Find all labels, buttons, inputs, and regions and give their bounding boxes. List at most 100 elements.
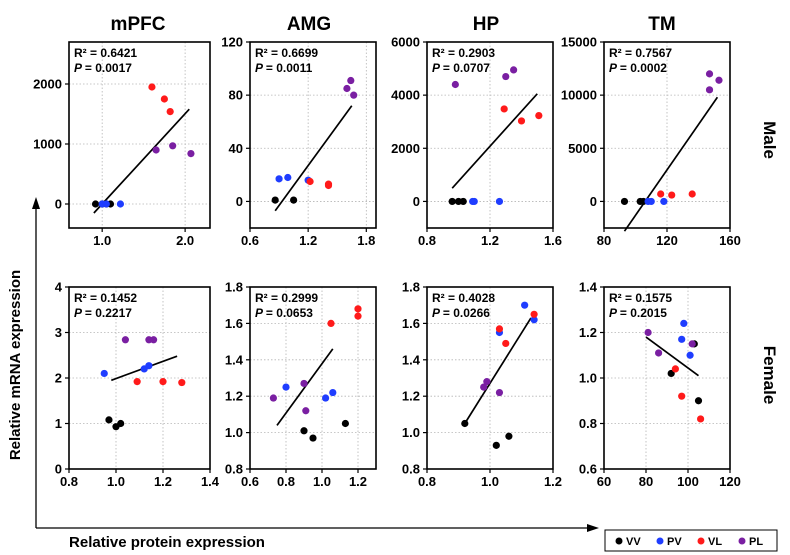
y-tick-label: 1.2	[225, 389, 243, 404]
plot-frame	[249, 41, 377, 229]
x-tick-label: 120	[656, 233, 678, 248]
data-point-pv	[329, 388, 337, 397]
data-point-pl	[483, 378, 491, 386]
data-point-pl	[150, 336, 158, 344]
p-value: = 0.2015	[620, 306, 667, 320]
y-tick-label: 2	[55, 371, 62, 386]
data-point-vv	[105, 416, 113, 424]
p-value: = 0.0653	[266, 306, 313, 320]
panel-hp-female: 0.8 1.0 1.2 0.8 1.0 1.2 1.4 1.6 1.8 R² = 0.4028P …	[402, 280, 562, 490]
panel-amg-female: 0.6 0.8 1.0 1.20.81.01.21.41.61.8R² = 0.299…	[225, 280, 377, 489]
y-tick-label: 0.8	[225, 462, 243, 477]
data-point-vv	[117, 419, 125, 428]
data-point-vl	[517, 117, 526, 125]
data-point-pl	[495, 388, 504, 397]
data-point-pl	[350, 91, 358, 99]
x-tick-label: 1.2	[544, 474, 562, 489]
data-point-pv	[521, 301, 529, 309]
p-symbol: P	[74, 61, 85, 75]
y-tick-label: 1.0	[402, 425, 420, 440]
data-point-vl	[178, 378, 186, 387]
data-point-pv	[282, 383, 290, 391]
data-point-pl	[502, 72, 510, 81]
data-point-vl	[535, 112, 543, 120]
data-point-vl	[166, 108, 174, 116]
y-tick-label: 120	[221, 35, 243, 50]
data-point-vl	[354, 312, 362, 320]
legend-label-pl: PL	[749, 536, 763, 548]
r-squared-label: R² = 0.4028	[432, 291, 495, 305]
legend-marker-pl	[738, 537, 746, 545]
y-tick-label: 0.8	[402, 462, 420, 477]
y-tick-label: 0	[55, 197, 62, 212]
x-tick-label: 100	[677, 474, 699, 489]
data-point-vv	[505, 432, 513, 440]
data-point-vl	[678, 392, 686, 400]
x-tick-label: 1.0	[93, 233, 111, 248]
data-point-vl	[657, 190, 665, 198]
regression-line	[464, 317, 532, 424]
data-point-pv	[660, 197, 668, 206]
data-point-vl	[697, 415, 705, 423]
data-point-vv	[290, 196, 298, 204]
data-point-vl	[160, 95, 168, 103]
data-point-pv	[145, 362, 153, 370]
p-value-label: P = 0.0017	[74, 61, 132, 75]
p-value-label: P = 0.0266	[432, 306, 490, 320]
data-point-pl	[715, 76, 723, 84]
y-tick-label: 2000	[391, 141, 420, 156]
x-tick-label: 80	[639, 474, 653, 489]
y-tick-label: 1	[55, 416, 62, 431]
p-symbol: P	[74, 306, 85, 320]
data-point-vl	[495, 325, 504, 333]
regression-line	[451, 93, 538, 189]
legend: VV PV VL PL	[604, 529, 778, 552]
data-point-pl	[302, 407, 310, 415]
data-point-pv	[284, 173, 292, 182]
r-squared-label: R² = 0.6699	[255, 46, 318, 60]
p-value: = 0.0266	[443, 306, 490, 320]
data-point-pv	[275, 175, 283, 183]
p-value: = 0.0011	[266, 61, 313, 75]
p-value-label: P = 0.2015	[609, 306, 667, 320]
x-tick-label: 1.2	[154, 474, 172, 489]
data-point-vl	[354, 305, 362, 313]
data-point-vv	[271, 196, 279, 204]
data-point-pl	[451, 80, 459, 89]
y-tick-label: 1.2	[402, 389, 420, 404]
data-point-pl	[187, 150, 195, 158]
data-point-pv	[322, 394, 330, 402]
y-tick-label: 1.4	[225, 352, 244, 367]
data-point-vv	[300, 427, 308, 435]
y-tick-label: 80	[229, 88, 243, 103]
r-squared-label: R² = 0.1452	[74, 291, 137, 305]
y-tick-label: 1.8	[225, 280, 243, 295]
r-squared-label: R² = 0.2999	[255, 291, 318, 305]
x-tick-label: 120	[719, 474, 741, 489]
regression-line	[623, 96, 719, 232]
data-point-pl	[510, 66, 518, 74]
legend-label-vl: VL	[708, 536, 722, 548]
data-point-vv	[448, 197, 456, 206]
x-tick-label: 60	[597, 474, 611, 489]
y-tick-label: 3	[55, 325, 62, 340]
data-point-pl	[343, 84, 351, 93]
data-point-vv	[91, 200, 100, 208]
y-tick-label: 1.6	[402, 316, 420, 331]
p-symbol: P	[609, 61, 620, 75]
column-title-mpfc: mPFC	[111, 14, 166, 35]
p-symbol: P	[255, 61, 266, 75]
regression-line	[274, 105, 353, 212]
x-tick-label: 1.8	[357, 233, 375, 248]
p-symbol: P	[432, 306, 443, 320]
data-point-vl	[159, 378, 167, 386]
data-point-pl	[644, 328, 652, 337]
x-tick-label: 1.0	[313, 474, 331, 489]
r-squared-label: R² = 0.7567	[609, 46, 672, 60]
column-title-tm: TM	[648, 14, 675, 35]
plot-frame	[68, 41, 211, 229]
data-point-pl	[705, 70, 714, 78]
